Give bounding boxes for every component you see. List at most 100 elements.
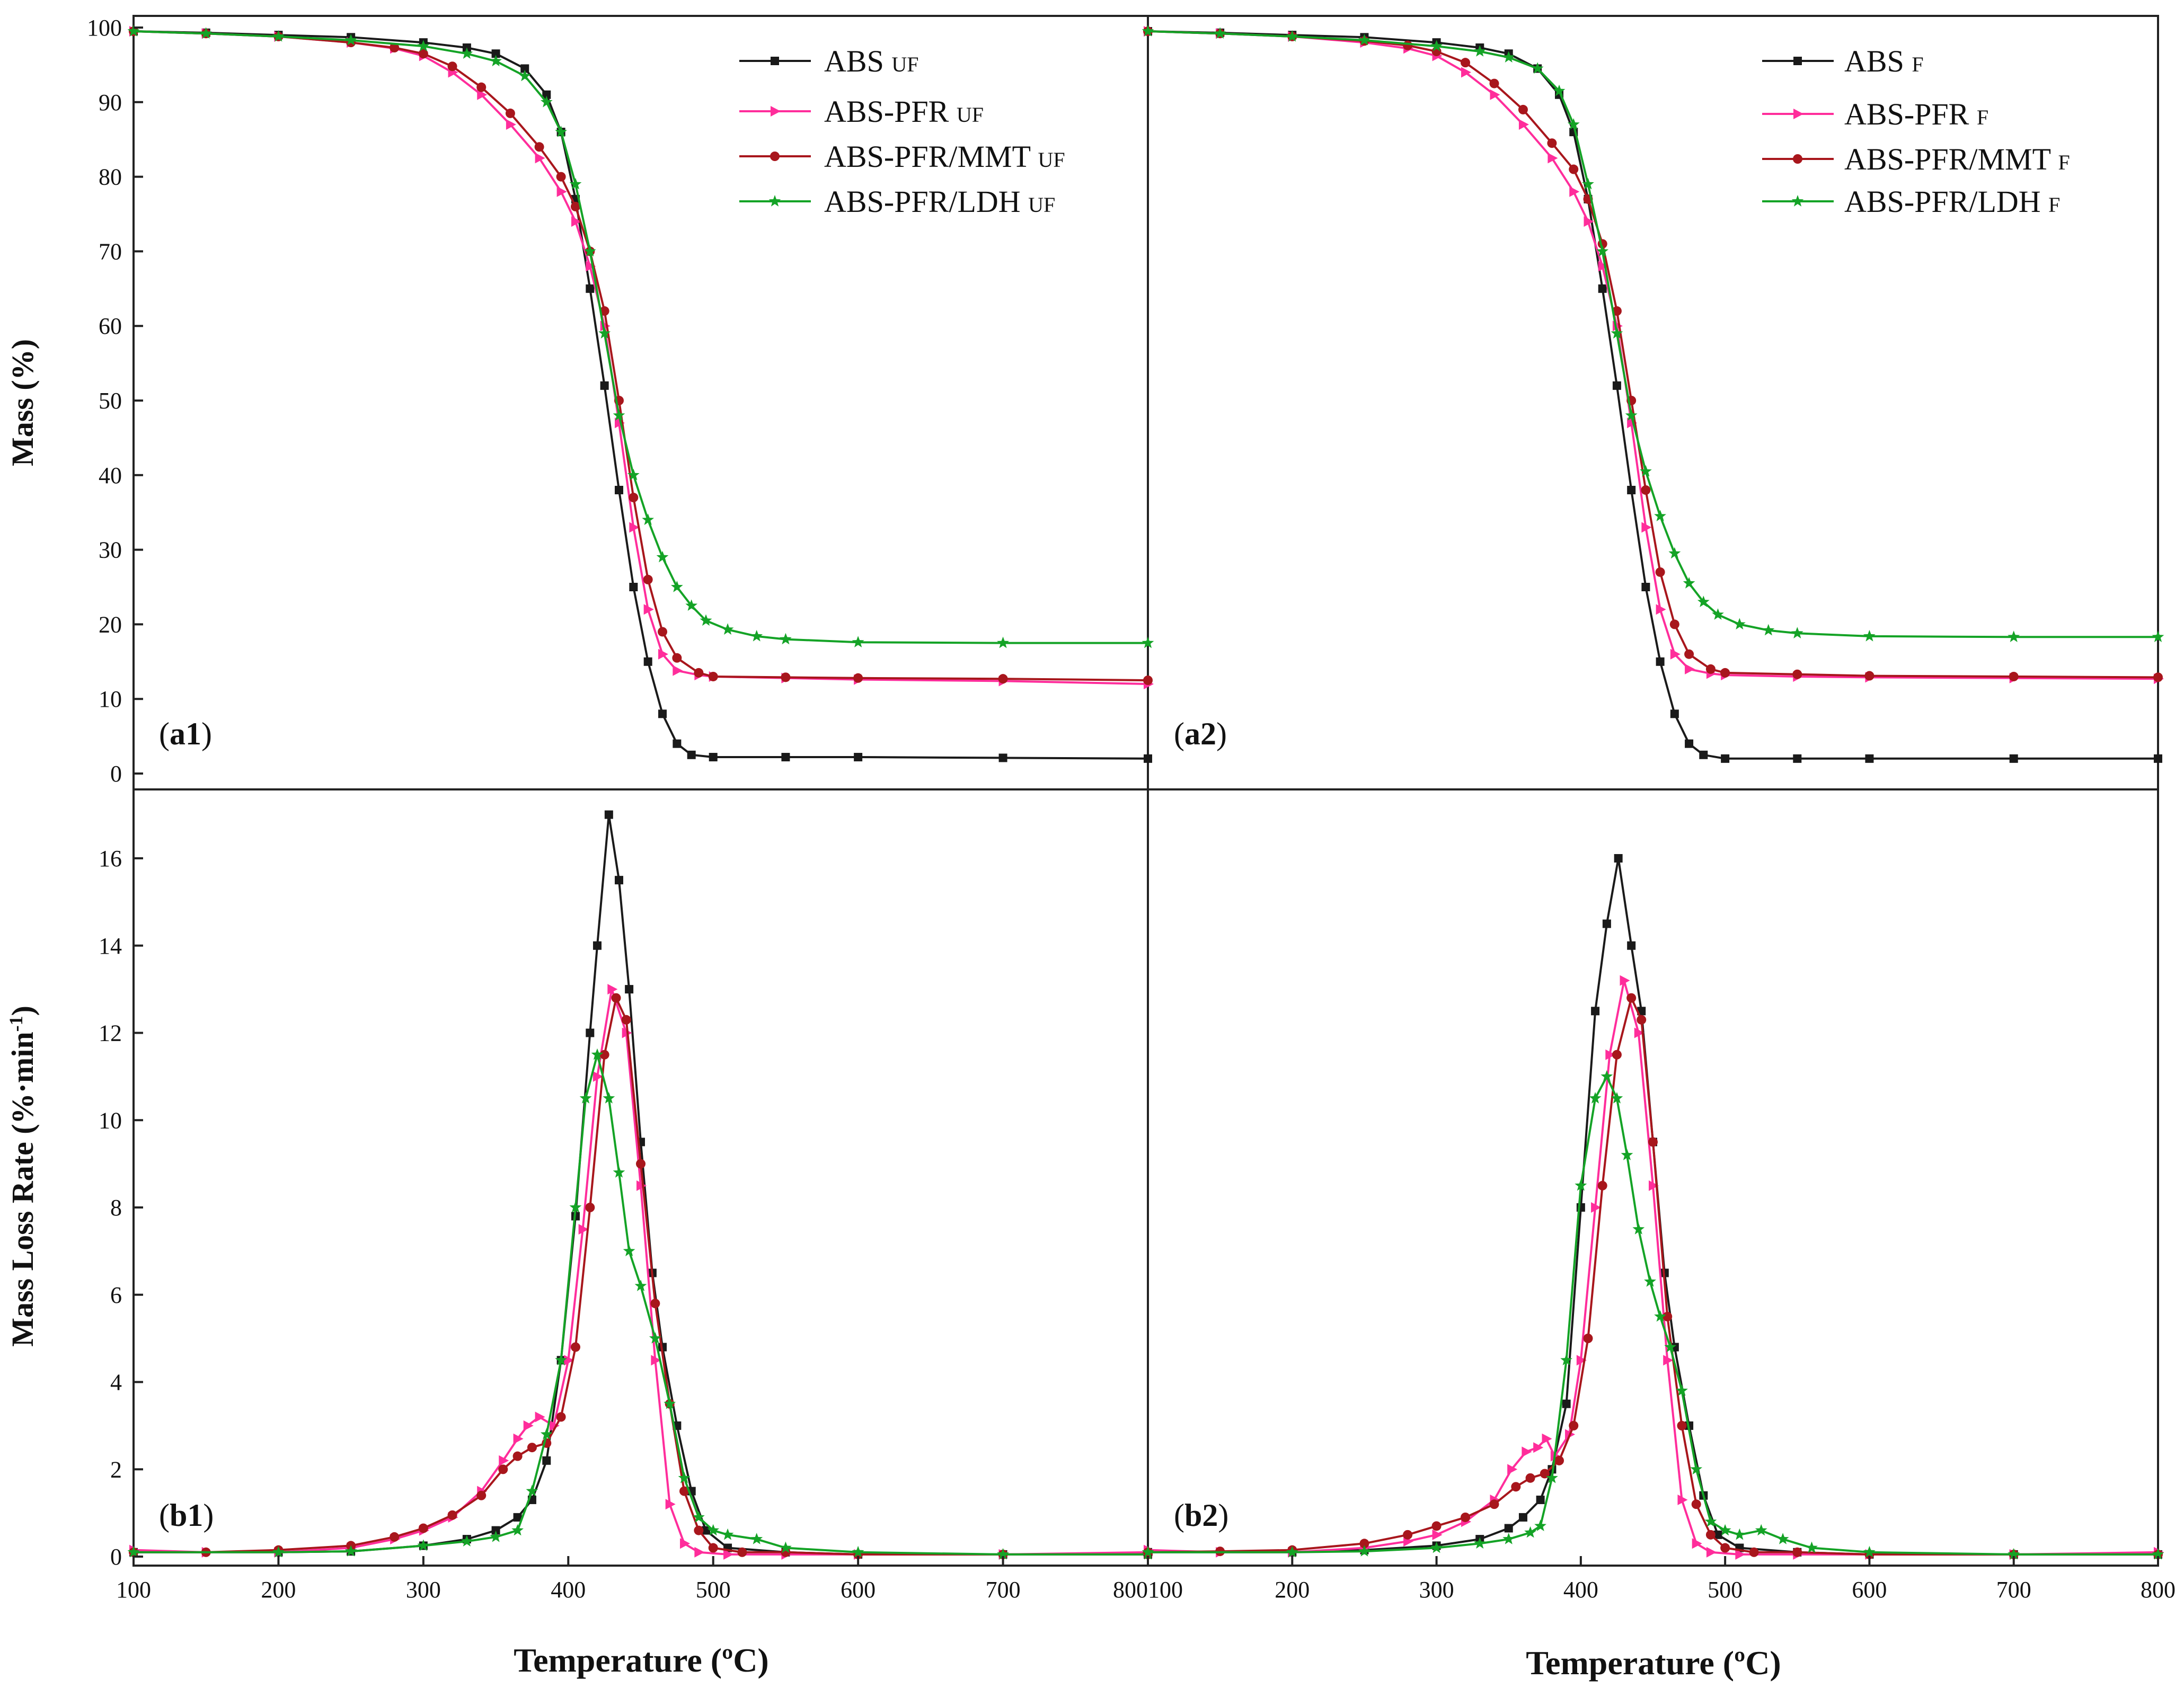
data-point-b2-3-3	[1430, 1541, 1443, 1553]
data-point-a2-3-25	[2152, 630, 2164, 642]
data-point-b1-2-7	[476, 1490, 487, 1500]
data-point-a2-0-13	[1627, 485, 1636, 494]
series-line-b1-1	[133, 988, 1148, 1556]
xtick-label-b2-6: 700	[1996, 1577, 2031, 1603]
data-point-a1-1-17	[658, 648, 669, 660]
data-point-a2-2-17	[1669, 619, 1679, 629]
data-point-a2-1-12	[1598, 261, 1608, 272]
data-point-a1-3-21	[750, 629, 763, 642]
panel-a2	[1142, 25, 2164, 763]
data-point-a1-0-13	[614, 485, 623, 494]
y-axis-title-mass: Mass (%)	[5, 339, 40, 466]
data-point-a1-3-8	[540, 95, 553, 108]
data-point-b2-2-15	[1612, 1050, 1622, 1060]
data-point-b2-2-21	[1691, 1499, 1701, 1509]
data-point-a1-3-10	[569, 177, 582, 190]
data-point-a2-3-10	[1582, 177, 1594, 190]
legend-f-name-0: ABS	[1844, 44, 1904, 78]
data-point-a1-2-18	[672, 653, 682, 663]
data-point-b1-2-23	[708, 1543, 718, 1553]
plot-curves	[127, 25, 2164, 1560]
data-point-b1-0-21	[702, 1526, 711, 1535]
panel-label-b2: (b2)	[1174, 1498, 1228, 1533]
data-point-a2-0-17	[1685, 739, 1694, 748]
data-point-a2-3-23	[1863, 629, 1876, 642]
data-point-b2-0-7	[1536, 1495, 1545, 1504]
legend-marker-uf-2	[770, 152, 780, 161]
data-point-a1-0-7	[520, 64, 529, 73]
data-point-b1-2-5	[418, 1523, 428, 1533]
data-point-b1-3-15	[623, 1245, 635, 1257]
panel-label-a1-close: )	[201, 716, 212, 751]
frame-b2	[1147, 788, 2159, 1567]
ytick-label-a1-7: 70	[99, 238, 122, 264]
data-point-a2-1-9	[1548, 153, 1558, 164]
data-point-b1-3-17	[649, 1332, 661, 1344]
data-point-a2-1-17	[1670, 648, 1681, 660]
data-point-b1-2-18	[636, 1159, 646, 1169]
series-line-a1-0	[133, 30, 1148, 760]
legend-uf-sub-2: UF	[1038, 148, 1065, 172]
data-point-b2-3-24	[1755, 1524, 1767, 1536]
data-point-b1-1-11	[535, 1411, 545, 1423]
data-point-a2-0-14	[1641, 583, 1650, 591]
data-point-b2-3-17	[1654, 1310, 1666, 1322]
legend-uf-name-1: ABS-PFR	[824, 94, 949, 129]
data-point-a2-2-6	[1461, 58, 1471, 68]
data-point-b2-1-9	[1522, 1446, 1532, 1458]
data-point-a2-3-19	[1712, 608, 1724, 620]
data-point-a2-1-18	[1685, 663, 1695, 674]
data-point-b2-1-11	[1542, 1433, 1552, 1444]
data-point-a2-2-20	[1720, 668, 1730, 678]
data-point-a1-3-19	[700, 614, 712, 626]
data-point-a2-3-18	[1697, 596, 1710, 607]
data-point-b1-3-21	[707, 1524, 720, 1536]
data-point-a2-2-16	[1655, 567, 1665, 577]
ytick-label-a1-6: 60	[99, 313, 122, 339]
ytick-label-b1-1: 2	[110, 1456, 122, 1482]
legend-f-name-1: ABS-PFR	[1844, 97, 1969, 131]
panel-frames	[132, 15, 2159, 1567]
data-point-b1-0-8	[542, 1456, 551, 1465]
data-point-a1-2-21	[781, 672, 791, 682]
ytick-label-a1-0: 0	[110, 761, 122, 787]
data-point-a1-0-20	[781, 753, 790, 762]
data-point-a1-0-23	[1144, 754, 1152, 763]
data-point-b1-3-25	[852, 1545, 864, 1558]
data-point-b2-2-8	[1511, 1482, 1521, 1492]
data-point-b2-3-15	[1632, 1223, 1645, 1234]
data-point-b1-3-1	[272, 1545, 285, 1558]
data-point-b2-2-3	[1359, 1539, 1369, 1549]
ytick-label-a1-9: 90	[99, 90, 122, 115]
data-point-b1-1-23	[723, 1549, 734, 1560]
data-point-a1-3-12	[598, 327, 611, 339]
data-point-a2-3-22	[1791, 627, 1803, 638]
legend-uf-sub-1: UF	[957, 103, 984, 127]
xtick-label-b2-5: 600	[1852, 1577, 1887, 1603]
data-point-b1-3-12	[591, 1048, 604, 1060]
data-point-b1-2-17	[621, 1015, 631, 1025]
data-point-a1-0-14	[629, 583, 638, 591]
data-point-b2-0-9	[1562, 1399, 1571, 1408]
data-point-a1-0-22	[998, 753, 1007, 762]
data-point-a2-2-10	[1569, 164, 1579, 174]
data-point-b1-3-10	[569, 1201, 582, 1213]
data-point-a2-3-0	[1142, 25, 1154, 37]
legend-uf-label-1: ABS-PFR UF	[824, 94, 984, 129]
data-point-a2-3-5	[1473, 45, 1486, 57]
data-point-b2-3-5	[1502, 1533, 1515, 1544]
data-point-a1-3-25	[1142, 636, 1154, 648]
y-axis-title-mass-loss-rate: Mass Loss Rate (%·min-1)	[5, 1006, 40, 1347]
data-point-b2-0-12	[1602, 919, 1611, 928]
data-point-b1-2-4	[390, 1532, 400, 1542]
xtick-label-b2-7: 800	[2141, 1577, 2176, 1603]
ytick-label-a1-5: 50	[99, 388, 122, 414]
data-point-b1-2-13	[570, 1342, 580, 1352]
legend-f-name-2: ABS-PFR/MMT	[1844, 142, 2051, 176]
xtick-label-b2-2: 300	[1419, 1577, 1454, 1603]
data-point-b2-1-17	[1620, 975, 1630, 986]
data-point-b1-2-24	[737, 1547, 747, 1557]
data-point-b1-3-20	[693, 1511, 705, 1523]
panel-label-a2-close: )	[1216, 716, 1227, 751]
